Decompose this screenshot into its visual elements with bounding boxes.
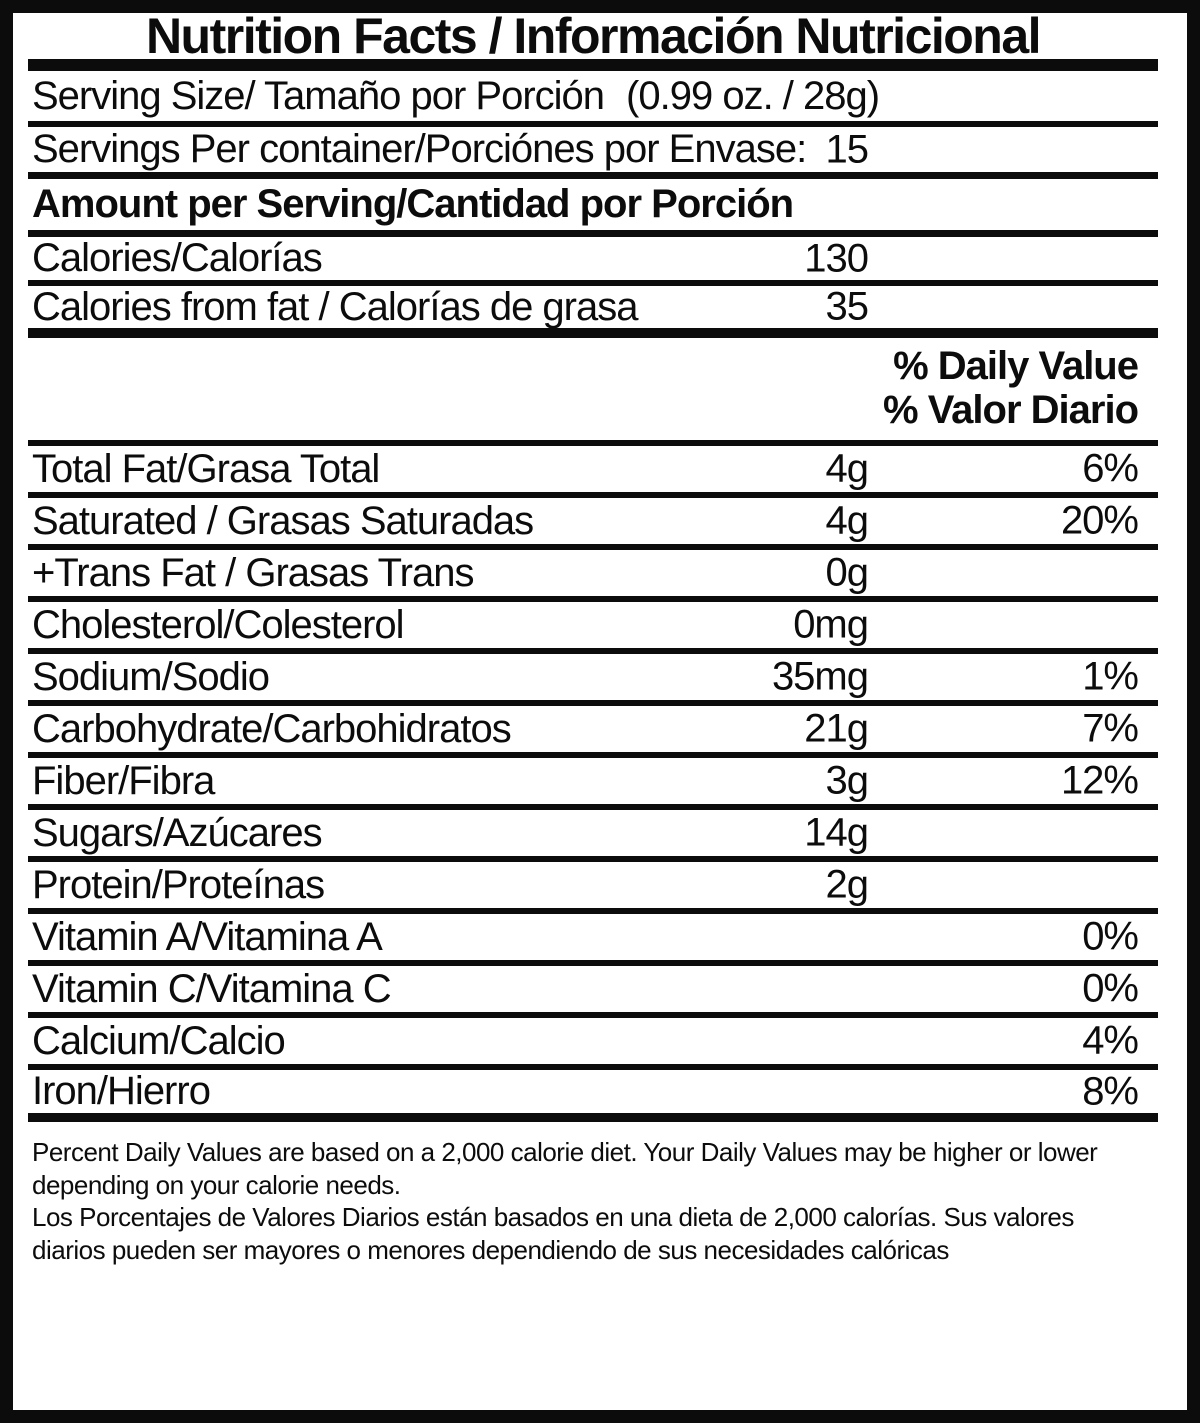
nutrient-row-vitamin-a: Vitamin A/Vitamina A 0% [28,914,1158,966]
label-title: Nutrition Facts / Información Nutriciona… [145,8,1042,64]
serving-size-label: Serving Size/ Tamaño por Porción [32,73,605,118]
nutrient-label: Sodium/Sodio [32,654,270,699]
nutrient-row-carbohydrate: Carbohydrate/Carbohidratos 21g 7% [28,706,1158,758]
footnote-spanish: Los Porcentajes de Valores Diarios están… [32,1202,1074,1265]
nutrient-label: Carbohydrate/Carbohidratos [32,706,512,751]
calories-from-fat-value: 35 [825,284,869,329]
servings-per-container-value: 15 [825,127,869,171]
nutrient-row-trans-fat: +Trans Fat / Grasas Trans 0g [28,550,1158,602]
nutrient-percent: 6% [1082,446,1139,491]
calories-value: 130 [804,236,869,280]
nutrient-label: Vitamin C/Vitamina C [32,966,392,1011]
title-row: Nutrition Facts / Información Nutriciona… [28,13,1158,71]
calories-row: Calories/Calorías 130 [28,236,1158,286]
footnotes: Percent Daily Values are based on a 2,00… [28,1122,1158,1266]
nutrient-amount: 3g [825,758,869,803]
nutrient-label: Sugars/Azúcares [32,810,323,855]
nutrient-percent: 0% [1082,914,1139,959]
nutrient-row-total-fat: Total Fat/Grasa Total 4g 6% [28,446,1158,498]
nutrient-percent: 4% [1082,1018,1139,1063]
nutrient-amount: 4g [825,446,869,491]
nutrient-amount: 35mg [771,654,869,699]
nutrient-row-sodium: Sodium/Sodio 35mg 1% [28,654,1158,706]
calories-label: Calories/Calorías [32,236,323,280]
nutrient-label: Vitamin A/Vitamina A [32,914,383,959]
nutrient-label: Fiber/Fibra [32,758,215,803]
nutrient-label: Saturated / Grasas Saturadas [32,498,534,543]
nutrient-label: Protein/Proteínas [32,862,325,907]
calories-from-fat-label: Calories from fat / Calorías de grasa [32,284,638,329]
nutrient-row-saturated-fat: Saturated / Grasas Saturadas 4g 20% [28,498,1158,550]
nutrient-label: Iron/Hierro [32,1069,211,1113]
nutrient-percent: 0% [1082,966,1139,1011]
label-content: Nutrition Facts / Información Nutriciona… [28,13,1158,1266]
nutrient-row-iron: Iron/Hierro 8% [28,1069,1158,1122]
nutrient-percent: 1% [1082,654,1139,699]
nutrient-amount: 21g [804,706,869,751]
servings-per-container-label: Servings Per container/Porciónes por Env… [32,127,807,171]
nutrient-row-fiber: Fiber/Fibra 3g 12% [28,758,1158,810]
calories-from-fat-row: Calories from fat / Calorías de grasa 35 [28,284,1158,338]
servings-per-container-row: Servings Per container/Porciónes por Env… [28,127,1158,179]
nutrient-label: Calcium/Calcio [32,1018,286,1063]
nutrient-label: Cholesterol/Colesterol [32,602,405,647]
nutrient-percent: 7% [1082,706,1139,751]
nutrient-amount: 14g [804,810,869,855]
nutrient-row-sugars: Sugars/Azúcares 14g [28,810,1158,862]
nutrient-label: Total Fat/Grasa Total [32,446,380,491]
nutrient-percent: 12% [1060,758,1139,803]
daily-value-header-es: % Valor Diario [883,388,1139,432]
amount-per-serving-header-text: Amount per Serving/Cantidad por Porción [32,182,794,226]
footnote-english: Percent Daily Values are based on a 2,00… [32,1137,1098,1200]
nutrient-amount: 0g [825,550,869,595]
nutrient-row-protein: Protein/Proteínas 2g [28,862,1158,914]
nutrient-amount: 0mg [793,602,869,647]
daily-value-header: % Daily Value % Valor Diario [28,338,1158,446]
nutrient-row-cholesterol: Cholesterol/Colesterol 0mg [28,602,1158,654]
nutrient-amount: 4g [825,498,869,543]
nutrient-percent: 20% [1060,498,1139,543]
nutrient-percent: 8% [1082,1069,1139,1113]
serving-size-row: Serving Size/ Tamaño por Porción (0.99 o… [28,71,1158,127]
serving-size-value: (0.99 oz. / 28g) [626,73,880,118]
nutrient-label: +Trans Fat / Grasas Trans [32,550,474,595]
nutrient-row-calcium: Calcium/Calcio 4% [28,1018,1158,1070]
nutrient-row-vitamin-c: Vitamin C/Vitamina C 0% [28,966,1158,1018]
nutrient-amount: 2g [825,862,869,907]
daily-value-header-en: % Daily Value [893,344,1139,388]
amount-per-serving-header: Amount per Serving/Cantidad por Porción [28,179,1158,237]
